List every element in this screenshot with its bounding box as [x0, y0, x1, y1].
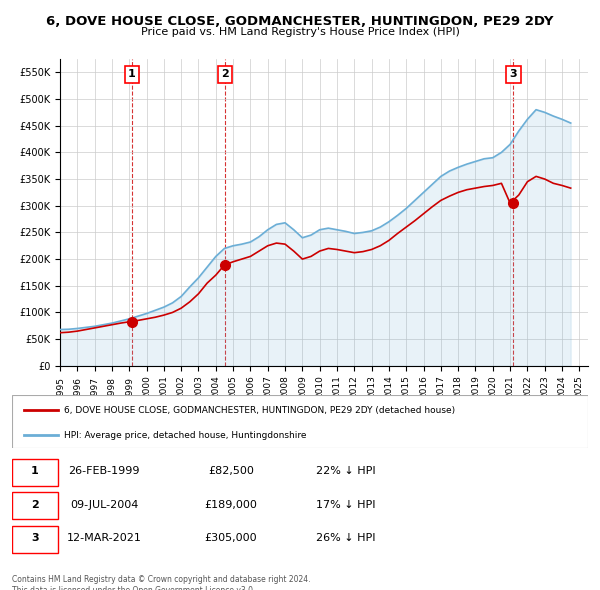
FancyBboxPatch shape — [12, 526, 58, 553]
Text: 12-MAR-2021: 12-MAR-2021 — [67, 533, 142, 543]
Text: Price paid vs. HM Land Registry's House Price Index (HPI): Price paid vs. HM Land Registry's House … — [140, 27, 460, 37]
Text: 09-JUL-2004: 09-JUL-2004 — [70, 500, 139, 510]
Text: £189,000: £189,000 — [205, 500, 257, 510]
Text: £305,000: £305,000 — [205, 533, 257, 543]
Text: 2: 2 — [221, 70, 229, 79]
Text: £82,500: £82,500 — [208, 466, 254, 476]
Text: Contains HM Land Registry data © Crown copyright and database right 2024.
This d: Contains HM Land Registry data © Crown c… — [12, 575, 311, 590]
FancyBboxPatch shape — [12, 395, 588, 448]
Text: 1: 1 — [31, 466, 39, 476]
Text: 3: 3 — [509, 70, 517, 79]
FancyBboxPatch shape — [12, 459, 58, 486]
Text: 3: 3 — [31, 533, 39, 543]
Text: 17% ↓ HPI: 17% ↓ HPI — [316, 500, 376, 510]
Text: 6, DOVE HOUSE CLOSE, GODMANCHESTER, HUNTINGDON, PE29 2DY (detached house): 6, DOVE HOUSE CLOSE, GODMANCHESTER, HUNT… — [64, 406, 455, 415]
FancyBboxPatch shape — [12, 493, 58, 519]
Text: 26-FEB-1999: 26-FEB-1999 — [68, 466, 140, 476]
Text: 2: 2 — [31, 500, 39, 510]
Text: HPI: Average price, detached house, Huntingdonshire: HPI: Average price, detached house, Hunt… — [64, 431, 307, 440]
Text: 26% ↓ HPI: 26% ↓ HPI — [316, 533, 376, 543]
Text: 22% ↓ HPI: 22% ↓ HPI — [316, 466, 376, 476]
Text: 1: 1 — [128, 70, 136, 79]
Text: 6, DOVE HOUSE CLOSE, GODMANCHESTER, HUNTINGDON, PE29 2DY: 6, DOVE HOUSE CLOSE, GODMANCHESTER, HUNT… — [46, 15, 554, 28]
